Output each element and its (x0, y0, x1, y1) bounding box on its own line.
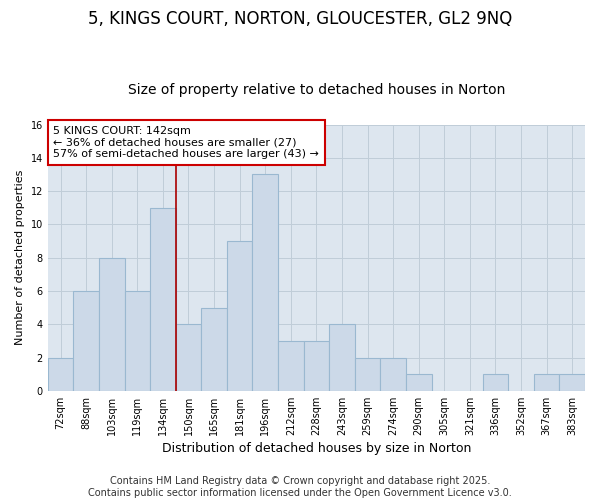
Bar (176, 324, 201, 391)
Bar (304, 341, 329, 391)
Bar (48, 358, 73, 391)
Bar (534, 374, 559, 391)
Bar (227, 241, 253, 391)
Text: 5, KINGS COURT, NORTON, GLOUCESTER, GL2 9NQ: 5, KINGS COURT, NORTON, GLOUCESTER, GL2 … (88, 10, 512, 28)
Bar (99, 258, 125, 391)
Bar (150, 208, 176, 391)
Bar (559, 374, 585, 391)
Bar (253, 174, 278, 391)
Title: Size of property relative to detached houses in Norton: Size of property relative to detached ho… (128, 83, 505, 97)
Text: 5 KINGS COURT: 142sqm
← 36% of detached houses are smaller (27)
57% of semi-deta: 5 KINGS COURT: 142sqm ← 36% of detached … (53, 126, 319, 159)
Bar (278, 341, 304, 391)
Bar (380, 358, 406, 391)
Bar (329, 324, 355, 391)
Text: Contains HM Land Registry data © Crown copyright and database right 2025.
Contai: Contains HM Land Registry data © Crown c… (88, 476, 512, 498)
Bar (125, 291, 150, 391)
Bar (482, 374, 508, 391)
Bar (406, 374, 431, 391)
Y-axis label: Number of detached properties: Number of detached properties (15, 170, 25, 346)
Bar (201, 308, 227, 391)
X-axis label: Distribution of detached houses by size in Norton: Distribution of detached houses by size … (162, 442, 471, 455)
Bar (355, 358, 380, 391)
Bar (73, 291, 99, 391)
